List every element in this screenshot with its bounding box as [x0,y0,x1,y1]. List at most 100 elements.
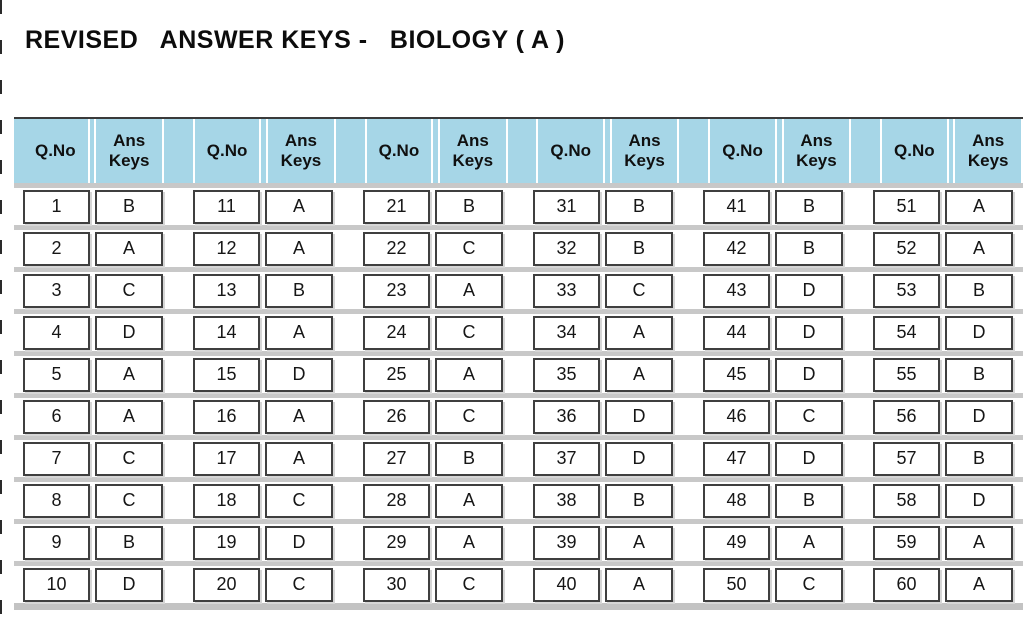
answer-key-cell: B [775,189,843,224]
answer-key-cell: B [95,525,163,560]
column-header-qno: Q.No [192,119,260,183]
answer-key-cell: D [775,315,843,350]
answer-key-cell: D [775,273,843,308]
answer-key-cell: A [265,231,333,266]
question-number-cell: 37 [533,441,600,476]
question-number-cell: 46 [703,399,770,434]
header-spacer [161,119,193,183]
answer-key-cell: C [435,315,503,350]
question-number-cell: 20 [193,567,260,602]
table-row: 10 D 20 C 30 C 40 A 50 C 60 A [14,561,1023,603]
answer-key-cell: B [945,273,1013,308]
answer-key-cell: B [605,483,673,518]
question-number-cell: 1 [23,189,90,224]
page-edge-artifact [0,0,2,622]
header-spacer [849,119,880,183]
question-number-cell: 32 [533,231,600,266]
column-header-qno: Q.No [708,119,775,183]
answer-key-cell: D [775,357,843,392]
question-number-cell: 12 [193,231,260,266]
answer-key-cell: C [265,567,333,602]
question-number-cell: 13 [193,273,260,308]
table-row: 4 D 14 A 24 C 34 A 44 D 54 D [14,309,1023,351]
question-number-cell: 17 [193,441,260,476]
answer-key-cell: C [435,231,503,266]
table-header-row: Q.No Ans Keys Q.No Ans Keys Q.No Ans Keys Q.No… [14,117,1023,183]
column-header-ans-keys: Ans Keys [94,119,162,183]
question-number-cell: 9 [23,525,90,560]
question-number-cell: 10 [23,567,90,602]
answer-key-cell: B [945,441,1013,476]
answer-key-cell: B [605,189,673,224]
question-number-cell: 45 [703,357,770,392]
answer-key-cell: A [945,189,1013,224]
question-number-cell: 41 [703,189,770,224]
question-number-cell: 29 [363,525,430,560]
header-gap [259,119,266,183]
header-spacer [505,119,537,183]
answer-key-cell: C [775,399,843,434]
column-header-ans-keys: Ans Keys [953,119,1021,183]
answer-key-cell: A [775,525,843,560]
question-number-cell: 59 [873,525,940,560]
answer-key-cell: A [435,525,503,560]
question-number-cell: 44 [703,315,770,350]
answer-key-cell: A [435,273,503,308]
question-number-cell: 3 [23,273,90,308]
answer-key-cell: A [605,357,673,392]
answer-key-cell: D [605,441,673,476]
answer-key-cell: C [265,483,333,518]
question-number-cell: 21 [363,189,430,224]
question-number-cell: 34 [533,315,600,350]
answer-key-cell: D [265,357,333,392]
answer-key-cell: B [435,441,503,476]
answer-key-cell: D [605,399,673,434]
answer-key-cell: B [775,483,843,518]
answer-key-cell: C [435,567,503,602]
answer-key-cell: A [95,231,163,266]
answer-key-cell: A [605,315,673,350]
question-number-cell: 56 [873,399,940,434]
answer-key-cell: B [775,231,843,266]
question-number-cell: 39 [533,525,600,560]
table-row: 8 C 18 C 28 A 38 B 48 B 58 D [14,477,1023,519]
question-number-cell: 33 [533,273,600,308]
answer-key-cell: D [945,483,1013,518]
header-gap [946,119,954,183]
table-row: 5 A 15 D 25 A 35 A 45 D 55 B [14,351,1023,393]
answer-key-cell: D [945,399,1013,434]
table-row: 1 B 11 A 21 B 31 B 41 B 51 A [14,183,1023,225]
question-number-cell: 48 [703,483,770,518]
question-number-cell: 26 [363,399,430,434]
header-gap [87,119,95,183]
answer-key-cell: A [265,441,333,476]
question-number-cell: 51 [873,189,940,224]
question-number-cell: 16 [193,399,260,434]
column-header-qno: Q.No [34,140,76,160]
question-number-cell: 52 [873,231,940,266]
question-number-cell: 42 [703,231,770,266]
question-number-cell: 8 [23,483,90,518]
answer-key-cell: A [435,483,503,518]
table-row: 9 B 19 D 29 A 39 A 49 A 59 A [14,519,1023,561]
table-row: 2 A 12 A 22 C 32 B 42 B 52 A [14,225,1023,267]
header-gap [774,119,782,183]
answer-key-cell: A [265,399,333,434]
answer-key-cell: B [435,189,503,224]
question-number-cell: 35 [533,357,600,392]
question-number-cell: 2 [23,231,90,266]
header-spacer [333,119,365,183]
answer-key-cell: A [265,189,333,224]
column-header-ans-keys: Ans Keys [781,119,850,183]
question-number-cell: 43 [703,273,770,308]
question-number-cell: 36 [533,399,600,434]
column-header-qno: Q.No [880,119,947,183]
question-number-cell: 24 [363,315,430,350]
header-gap [431,119,438,183]
column-header-qno: Q.No [364,119,432,183]
question-number-cell: 19 [193,525,260,560]
answer-key-cell: C [775,567,843,602]
answer-key-cell: C [95,483,163,518]
column-header-ans-keys: Ans Keys [438,119,506,183]
page-title: REVISED ANSWER KEYS - BIOLOGY ( A ) [25,26,565,54]
